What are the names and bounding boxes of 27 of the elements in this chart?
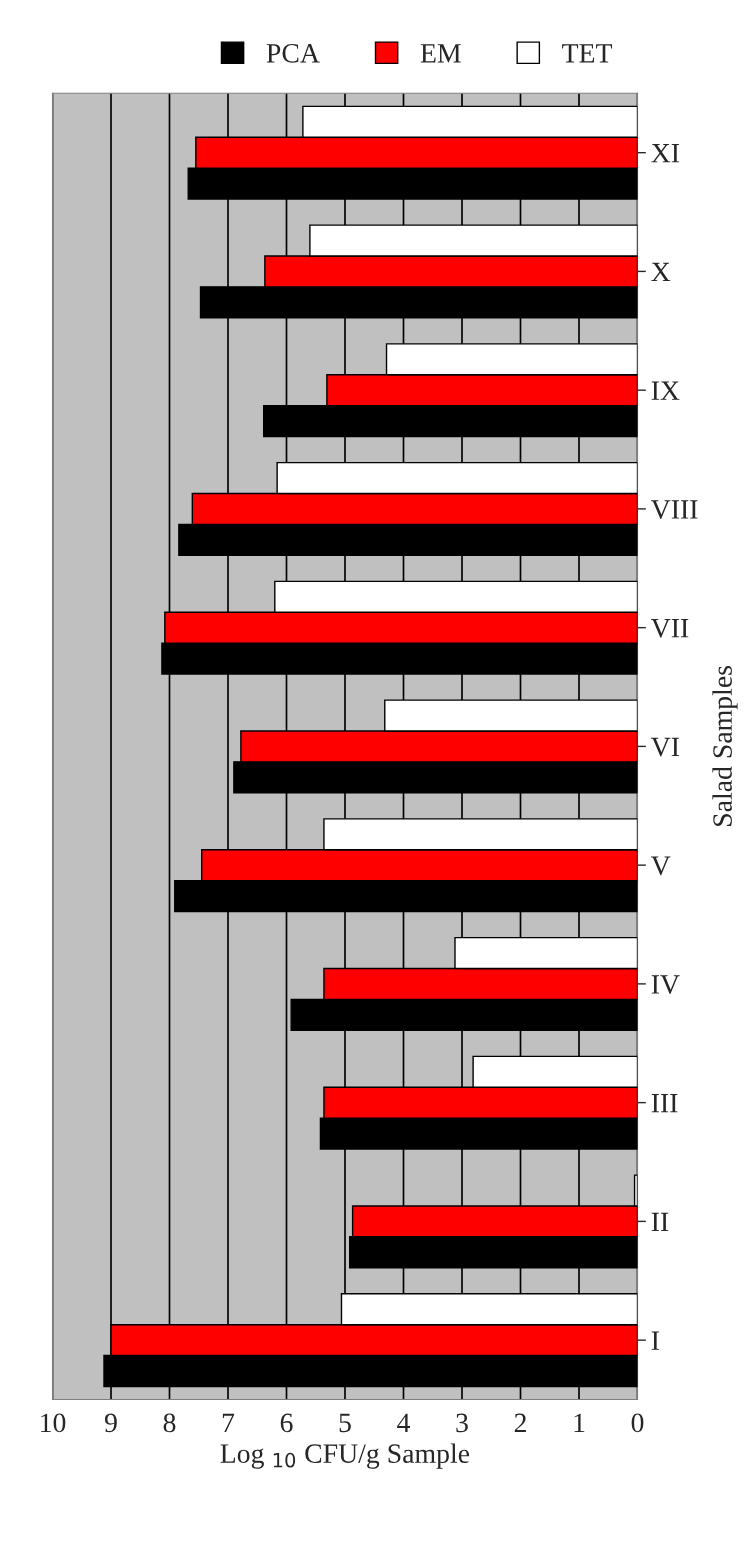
legend-label: EM (420, 44, 461, 63)
legend-label: TET (562, 44, 613, 63)
x-tick-label: 10 (41, 1413, 66, 1433)
y-tick-label: III (651, 1094, 678, 1113)
x-tick-label: 5 (339, 1413, 351, 1433)
x-tick-label: 7 (222, 1413, 235, 1432)
y-tick-label: IV (651, 975, 680, 994)
x-tick-label: 9 (104, 1413, 117, 1433)
y-tick-label: II (651, 1212, 669, 1232)
x-tick-label: 2 (514, 1413, 526, 1432)
x-axis-title: Log $_{10}$ CFU/g Sample (220, 1443, 470, 1469)
x-tick-label: 4 (397, 1413, 411, 1432)
y-tick-label: X (651, 262, 671, 282)
y-tick-label: VII (651, 619, 689, 638)
x-tick-label: 8 (163, 1413, 176, 1433)
y-tick-label: XI (651, 144, 680, 163)
legend-label: PCA (266, 43, 320, 63)
y-tick-label: VI (651, 737, 680, 757)
x-tick-label: 1 (574, 1413, 585, 1432)
y-axis-title: Salad Samples (712, 666, 738, 826)
y-tick-label: I (651, 1331, 659, 1350)
y-tick-label: VIII (651, 500, 698, 519)
x-tick-label: 3 (456, 1413, 468, 1433)
x-tick-label: 6 (280, 1413, 293, 1433)
y-tick-label: IX (651, 381, 680, 400)
x-tick-label: 0 (631, 1413, 644, 1433)
y-tick-label: V (651, 856, 671, 876)
